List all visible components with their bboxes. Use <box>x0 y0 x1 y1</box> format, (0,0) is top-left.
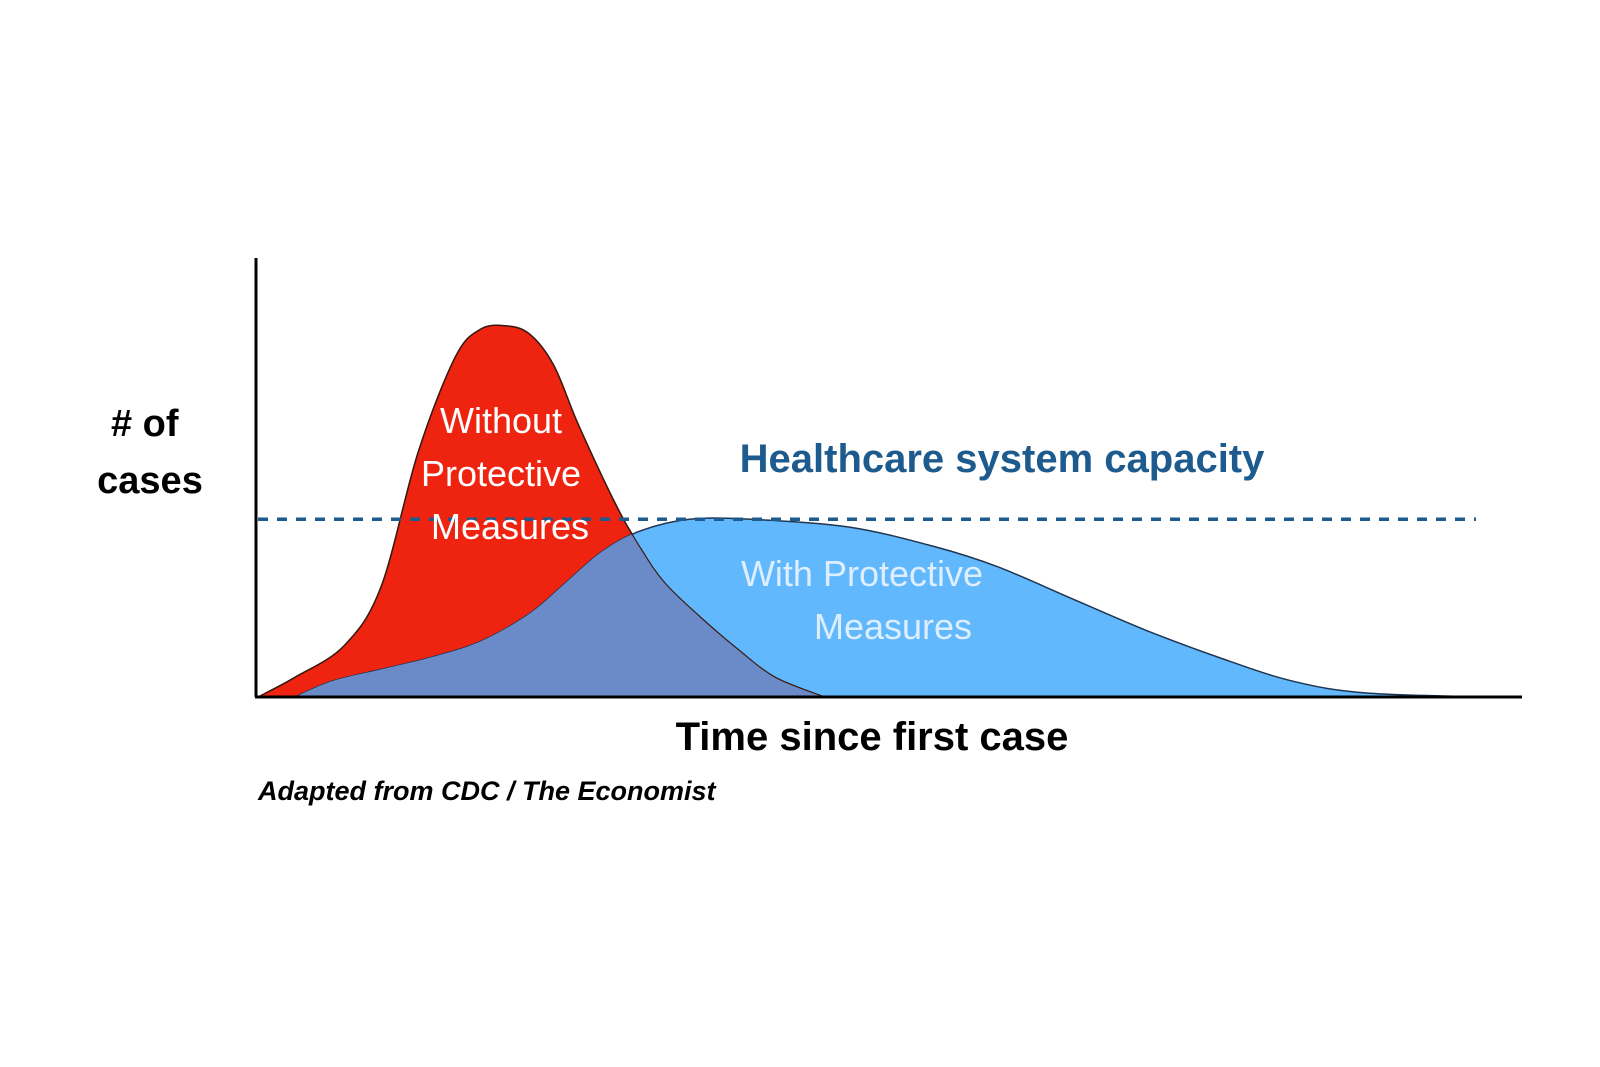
without-label-line-3: Measures <box>431 506 589 547</box>
overlap-area <box>295 518 825 697</box>
with-label-line-2: Measures <box>814 606 972 647</box>
source-note: Adapted from CDC / The Economist <box>258 776 716 806</box>
with-measures-label: With Protective Measures <box>741 553 993 647</box>
y-axis-label-line-1: # of <box>111 403 179 445</box>
without-label-line-1: Without <box>440 400 562 441</box>
with-label-line-1: With Protective <box>741 553 983 594</box>
without-label-line-2: Protective <box>421 453 581 494</box>
capacity-label: Healthcare system capacity <box>740 437 1266 481</box>
without-measures-outline <box>257 324 825 698</box>
y-axis-label: # of cases <box>97 403 203 502</box>
plot-areas <box>257 324 1491 698</box>
y-axis-label-line-2: cases <box>97 460 203 502</box>
without-measures-label: Without Protective Measures <box>421 400 591 547</box>
x-axis-label: Time since first case <box>676 715 1069 759</box>
